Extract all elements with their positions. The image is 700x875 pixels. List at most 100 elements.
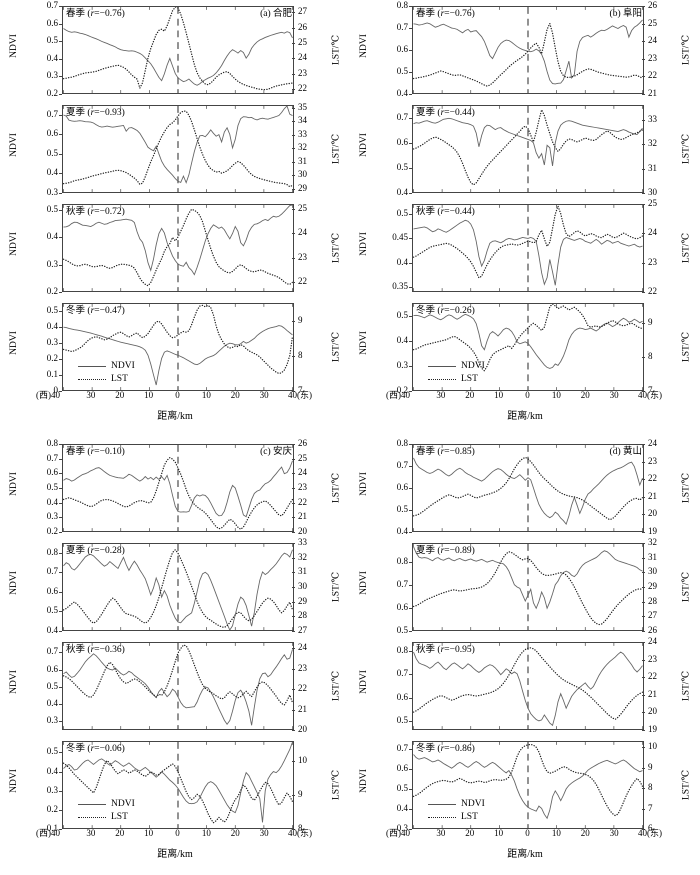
y2-tick-mark <box>292 134 295 136</box>
y2-tick-mark <box>292 89 295 91</box>
x-tick-label: 20 <box>230 828 240 838</box>
y2-tick-mark <box>642 479 645 481</box>
season-correlation-label: 夏季 (r=−0.93) <box>66 108 125 118</box>
y2-tick-label: 21 <box>648 490 657 501</box>
x-axis-title: 距离/km <box>0 845 350 860</box>
y2-tick-label: 22 <box>648 473 657 484</box>
y2-tick-mark <box>642 808 645 810</box>
x-tick-label: 30 <box>609 828 619 838</box>
y-tick-label: 0.4 <box>46 698 58 709</box>
y2-tick-label: 33 <box>648 113 657 124</box>
y2-tick-label: 19 <box>648 526 657 536</box>
y2-axis-title: LST/℃ <box>331 331 342 363</box>
y-axis-title: NDVI <box>359 133 369 157</box>
y-tick-mark <box>59 6 62 7</box>
y-tick-mark <box>59 76 62 78</box>
y-tick-mark <box>59 686 62 688</box>
y-tick-label: 0.5 <box>46 746 58 757</box>
y2-tick-mark <box>292 391 295 392</box>
y2-tick-label: 32 <box>298 142 307 153</box>
y-tick-mark <box>409 488 412 489</box>
ndvi-series-line <box>63 649 293 726</box>
x-tick-label: 10 <box>494 390 504 400</box>
lst-series-line <box>413 456 643 521</box>
y-tick-label: 0.8 <box>46 438 58 448</box>
y-tick-mark <box>59 292 62 293</box>
y2-axis-title: LST/℃ <box>681 472 692 504</box>
y2-tick-label: 34 <box>298 115 307 126</box>
ndvi-series-line <box>413 19 643 85</box>
y2-tick-mark <box>292 532 295 533</box>
y2-tick-mark <box>642 94 645 95</box>
y2-tick-label: 29 <box>648 581 657 591</box>
x-tick-label: 20 <box>230 390 240 400</box>
plot-svg <box>413 445 643 531</box>
season-correlation-label: 夏季 (r=−0.89) <box>416 546 475 556</box>
y-tick-label: 0.4 <box>396 256 408 267</box>
y-tick-mark <box>59 552 62 554</box>
y-tick-mark <box>59 237 62 238</box>
y-tick-mark <box>409 94 412 95</box>
y2-tick-label: 21 <box>648 688 657 699</box>
x-tick-label: 30 <box>436 390 446 400</box>
x-axis-title: 距离/km <box>350 407 700 422</box>
y2-tick-mark <box>642 572 645 574</box>
y2-tick-label: 25 <box>648 17 657 28</box>
y-tick-mark <box>59 517 62 519</box>
y-tick-label: 0.4 <box>396 526 408 536</box>
y2-tick-mark <box>642 6 645 7</box>
y2-tick-mark <box>292 58 295 60</box>
legend-item-ndvi: NDVI <box>78 360 135 373</box>
ndvi-line-swatch <box>78 366 106 367</box>
legend-item-ndvi: NDVI <box>78 798 135 811</box>
season-correlation-label: 秋季 (r=−0.95) <box>416 645 475 655</box>
season-panel-a-3: 0 0.1 0.2 0.3 0.4 0.5 7 8 9 NDVI LST/℃ 冬季 (r=−0.47)… <box>0 299 350 398</box>
y-tick-label: 0.8 <box>396 645 408 656</box>
y-tick-label: 0 <box>53 385 59 395</box>
y2-tick-label: 9 <box>298 789 303 800</box>
plot-area <box>412 105 644 193</box>
y2-tick-mark <box>292 121 295 123</box>
y-tick-label: 0.4 <box>46 765 58 776</box>
y2-tick-mark <box>642 461 645 463</box>
lst-series-line <box>413 304 643 372</box>
plot-area <box>62 543 294 631</box>
season-panel-a-0: 0.2 0.3 0.4 0.5 0.6 0.7 22 23 24 25 26 27 NDVI LST/℃ 春… <box>0 1 350 101</box>
y-tick-mark <box>409 510 412 511</box>
y-tick-label: 0.4 <box>46 52 58 63</box>
y2-tick-label: 10 <box>298 755 307 766</box>
y2-tick-mark <box>642 514 645 516</box>
y2-axis-title: LST/℃ <box>331 670 342 702</box>
y2-tick-label: 20 <box>298 526 307 536</box>
y2-tick-mark <box>292 616 295 618</box>
ndvi-series-line <box>63 742 293 823</box>
season-correlation-label: 夏季 (r=−0.28) <box>66 546 125 556</box>
x-tick-label: 30 <box>436 828 446 838</box>
y2-tick-mark <box>292 27 295 29</box>
y-tick-label: 0.4 <box>46 167 58 178</box>
x-tick-label: 10 <box>144 390 154 400</box>
legend: NDVI LST <box>78 360 135 386</box>
y2-tick-label: 23 <box>298 67 307 78</box>
x-tick-label: 10 <box>144 828 154 838</box>
y-tick-mark <box>409 631 412 632</box>
legend-label-ndvi: NDVI <box>111 799 135 809</box>
legend-label-ndvi: NDVI <box>461 799 485 809</box>
y2-tick-label: 22 <box>648 671 657 682</box>
y-tick-label: 0.5 <box>396 625 408 635</box>
y2-tick-label: 21 <box>298 703 307 714</box>
y-tick-mark <box>59 343 62 344</box>
x-tick-label: 10 <box>201 828 211 838</box>
x-tick-label: 0 <box>175 828 180 838</box>
y2-tick-mark <box>292 12 295 14</box>
y-axis-title: NDVI <box>359 670 369 694</box>
y-tick-label: 0.2 <box>46 353 58 363</box>
y2-tick-label: 28 <box>298 610 307 621</box>
legend-label-lst: LST <box>111 374 128 384</box>
y-tick-label: 0.5 <box>46 605 58 616</box>
y-tick-mark <box>59 114 62 116</box>
y-tick-mark <box>409 142 412 144</box>
x-axis-title: 距离/km <box>350 845 700 860</box>
y-tick-mark <box>59 327 62 328</box>
season-correlation-label: 冬季 (r=−0.47) <box>66 306 125 316</box>
